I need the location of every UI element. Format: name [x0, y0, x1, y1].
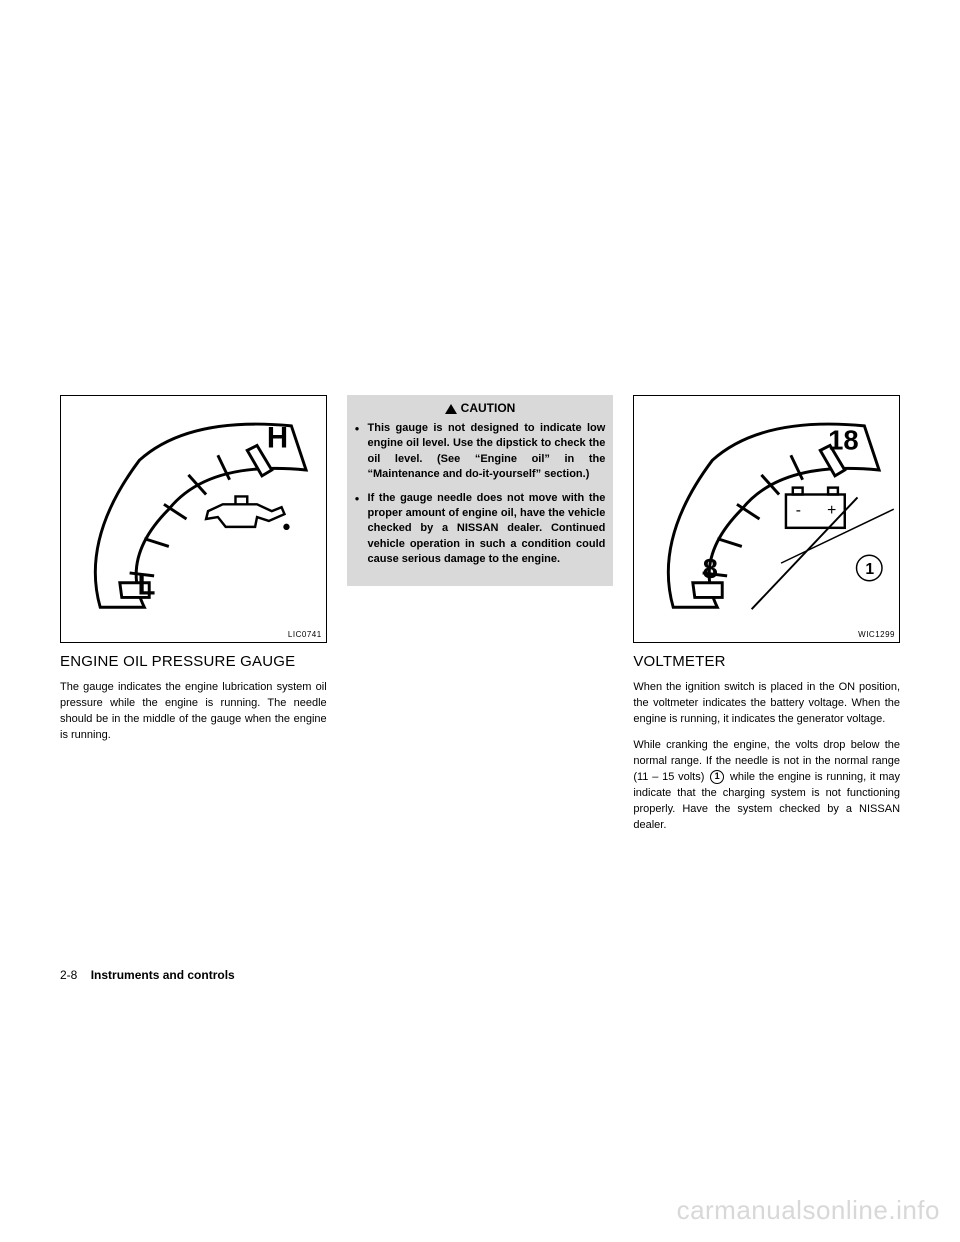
figure-oil-gauge: H L LIC0741	[60, 395, 327, 643]
watermark: carmanualsonline.info	[677, 1195, 940, 1226]
page-footer: 2-8 Instruments and controls	[60, 968, 235, 982]
caution-label: CAUTION	[461, 401, 516, 415]
para-oil-gauge: The gauge indicates the engine lubricati…	[60, 680, 327, 744]
gauge-label-l: L	[137, 568, 155, 601]
heading-oil-gauge: ENGINE OIL PRESSURE GAUGE	[60, 653, 327, 670]
gauge-label-h: H	[267, 421, 288, 454]
section-title: Instruments and controls	[91, 968, 235, 982]
para-voltmeter-1: When the ignition switch is placed in th…	[633, 680, 900, 728]
caution-header: CAUTION	[355, 401, 606, 415]
inline-callout-1: 1	[710, 770, 724, 784]
column-left: H L LIC0741 ENGINE OIL PRESSURE GAUGE Th…	[60, 395, 327, 843]
battery-minus: -	[796, 502, 801, 519]
voltmeter-illustration: 18 8 - + 1	[634, 396, 899, 642]
caution-box: CAUTION This gauge is not designed to in…	[347, 395, 614, 586]
gauge-label-8: 8	[703, 553, 718, 584]
page-number: 2-8	[60, 968, 77, 982]
battery-icon: - +	[786, 488, 845, 528]
caution-item-2: If the gauge needle does not move with t…	[355, 491, 606, 568]
callout-1: 1	[866, 561, 875, 578]
figure-voltmeter: 18 8 - + 1 WIC1299	[633, 395, 900, 643]
caution-item-1: This gauge is not designed to indicate l…	[355, 421, 606, 483]
column-right: 18 8 - + 1 WIC1299 VOLTMETER When	[633, 395, 900, 843]
battery-plus: +	[827, 502, 836, 519]
figure-code-right: WIC1299	[858, 630, 895, 639]
column-middle: CAUTION This gauge is not designed to in…	[347, 395, 614, 843]
para-voltmeter-2: While cranking the engine, the volts dro…	[633, 738, 900, 834]
oil-gauge-illustration: H L	[61, 396, 326, 642]
caution-list: This gauge is not designed to indicate l…	[355, 421, 606, 568]
warning-triangle-icon	[445, 404, 457, 414]
figure-code-left: LIC0741	[288, 630, 322, 639]
gauge-label-18: 18	[828, 424, 859, 455]
heading-voltmeter: VOLTMETER	[633, 653, 900, 670]
oil-can-icon	[206, 496, 288, 528]
